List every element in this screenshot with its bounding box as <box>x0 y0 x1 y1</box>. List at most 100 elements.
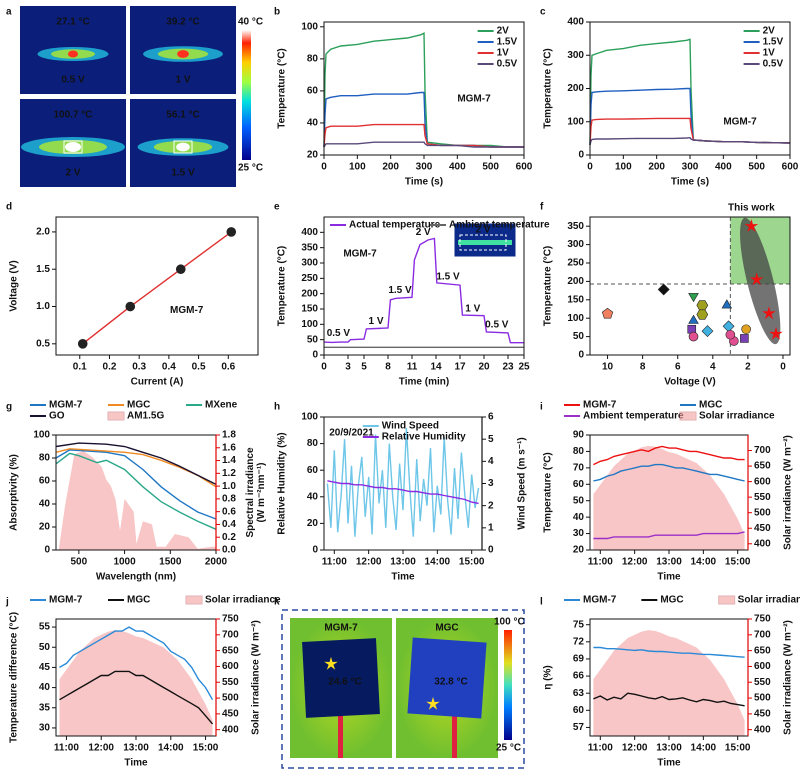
legend-swatch <box>107 411 125 421</box>
x-tick-label: 11:00 <box>588 557 613 568</box>
x-tick-label: 500 <box>482 162 499 173</box>
x-tick-label: 600 <box>516 162 533 173</box>
data-point <box>749 272 764 286</box>
y2-axis-label: Solar irradiance (W m⁻²) <box>783 620 794 735</box>
y-tick-label: 100 <box>301 412 318 423</box>
y-tick-label: 0 <box>312 545 318 556</box>
y2-tick-label: 0.0 <box>222 545 236 556</box>
y-tick-label: 0 <box>578 350 584 361</box>
y-tick-label: 300 <box>567 50 584 61</box>
x-tick-label: 14:00 <box>158 743 184 754</box>
x-tick-label: 12:00 <box>622 557 648 568</box>
temperature-label: 27.1 °C <box>56 17 89 28</box>
legend-label: MGC <box>699 400 722 411</box>
legend-label: Wind Speed <box>382 421 439 432</box>
area <box>593 445 745 550</box>
x-tick-label: 400 <box>715 162 732 173</box>
data-point <box>688 314 699 324</box>
x-tick-label: 8 <box>385 362 391 373</box>
data-point <box>741 324 751 335</box>
x-tick-label: 1500 <box>159 557 182 568</box>
y2-tick-label: 750 <box>754 614 771 625</box>
y2-tick-label: 400 <box>754 538 771 549</box>
y-tick-label: 350 <box>567 221 584 232</box>
voltage-label: 2 V <box>65 168 80 179</box>
legend-label: 1V <box>763 48 776 59</box>
y-tick-label: 80 <box>39 453 51 464</box>
x-tick-label: 4 <box>710 362 716 373</box>
x-tick-label: 17 <box>454 362 466 373</box>
y2-tick-label: 500 <box>754 693 771 704</box>
heat-core <box>65 142 81 152</box>
y2-tick-label: 0.8 <box>222 494 236 505</box>
line <box>82 231 232 345</box>
y-axis-label: Absorptivity (%) <box>9 454 20 531</box>
x-axis-label: Time (s) <box>671 177 709 188</box>
y2-axis-label: Spectral irradiance <box>245 447 256 537</box>
legend-label: AM1.5G <box>127 411 164 422</box>
legend-label: MGC <box>660 595 683 606</box>
panel-label: h <box>274 402 280 413</box>
x-tick-label: 200 <box>382 162 399 173</box>
x-tick-label: 13:00 <box>123 743 149 754</box>
y-tick-label: 60 <box>573 479 585 490</box>
sample-stick <box>452 713 457 758</box>
panel-label: k <box>274 597 280 608</box>
legend-label: Actual temperature <box>349 220 441 231</box>
data-point <box>740 334 749 343</box>
panel-label: d <box>6 202 12 213</box>
y2-tick-label: 3 <box>488 478 494 489</box>
data-point <box>725 329 736 340</box>
legend-label: Ambient temperature <box>449 220 550 231</box>
y-axis-label: Temperature (°C) <box>543 246 554 327</box>
x-axis-label: Wavelength (nm) <box>96 572 176 583</box>
area <box>59 630 213 736</box>
y-tick-label: 100 <box>567 116 584 127</box>
y2-tick-label: 550 <box>754 492 771 503</box>
y2-tick-label: 400 <box>754 724 771 735</box>
x-tick-label: 20 <box>478 362 490 373</box>
heat-core <box>176 142 190 152</box>
y-tick-label: 80 <box>307 53 319 64</box>
x-tick-label: 11:00 <box>322 557 347 568</box>
legend-label: Solar irradiance <box>699 411 775 422</box>
y-tick-label: 300 <box>567 239 584 250</box>
panel-label: f <box>540 202 544 213</box>
y-tick-label: 30 <box>573 528 585 539</box>
data-point <box>769 326 783 340</box>
heat-core <box>68 50 78 58</box>
annotation: 20/9/2021 <box>329 428 374 439</box>
legend-label: MGM-7 <box>583 595 617 606</box>
y-tick-label: 69 <box>573 654 585 665</box>
y2-tick-label: 650 <box>754 461 771 472</box>
temperature-label: 39.2 °C <box>166 17 199 28</box>
x-tick-label: 12:00 <box>88 743 114 754</box>
y-tick-label: 40 <box>39 499 51 510</box>
x-tick-label: 0.6 <box>221 362 235 373</box>
legend-label: MGM-7 <box>49 400 83 411</box>
voltage-label: 0.5 V <box>61 75 85 86</box>
legend-swatch <box>185 595 203 605</box>
heat-box <box>63 140 83 154</box>
data-point <box>426 696 440 710</box>
panel-label: i <box>540 402 543 413</box>
line <box>589 87 791 146</box>
y2-tick-label: 4 <box>488 456 494 467</box>
annotation: MGM-7 <box>723 116 757 127</box>
x-tick-label: 0.5 <box>192 362 206 373</box>
line <box>323 141 524 148</box>
x-tick-label: 13:00 <box>656 557 682 568</box>
y-tick-label: 60 <box>307 86 319 97</box>
annotation: MGM-7 <box>343 248 377 259</box>
y-axis-label: Temperature (°C) <box>543 48 554 129</box>
legend-label: 1V <box>497 48 510 59</box>
legend-swatch <box>679 411 697 421</box>
y2-tick-label: 1.8 <box>222 430 236 441</box>
y-tick-label: 400 <box>567 17 584 28</box>
legend-label: 2V <box>497 26 510 37</box>
temperature-label: 24.6 °C <box>328 677 361 688</box>
y-tick-label: 75 <box>573 619 585 630</box>
x-tick-label: 11:00 <box>588 743 613 754</box>
temperature-label: 100.7 °C <box>53 110 92 121</box>
y-tick-label: 20 <box>307 518 319 529</box>
